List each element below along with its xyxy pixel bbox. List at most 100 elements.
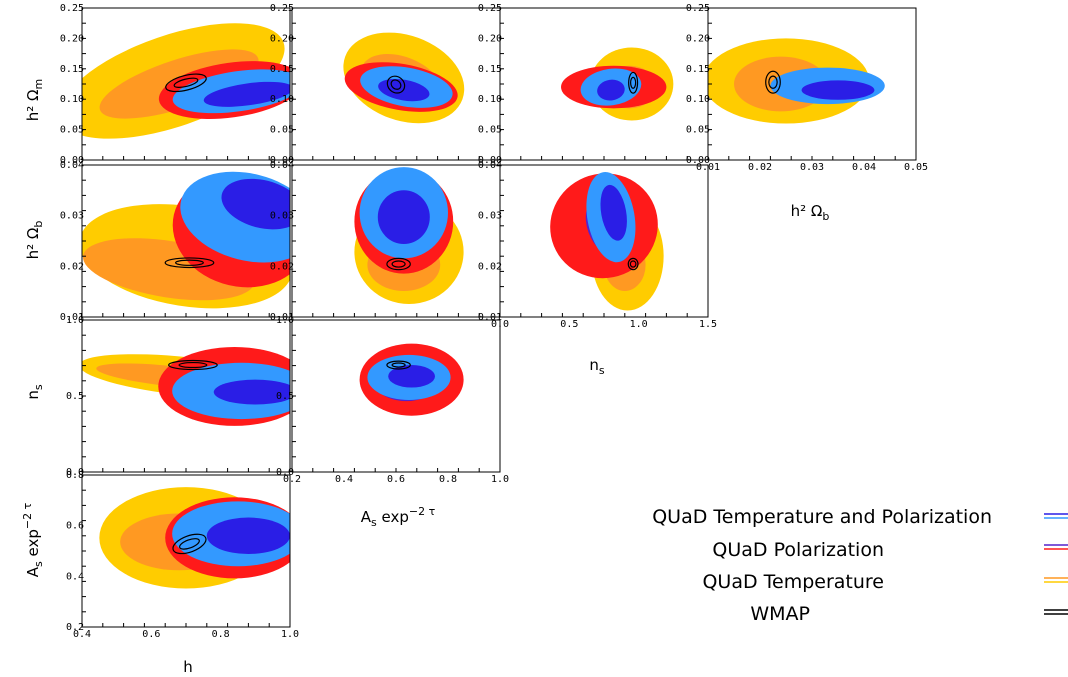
y-tick-label-ob: 0.02 (478, 261, 502, 272)
y-tick-label-As: 0.2 (66, 622, 84, 633)
y-tick-label-om: 0.10 (686, 94, 710, 105)
legend-label-t: QUaD Temperature (702, 571, 884, 593)
contour-w-inner (174, 259, 204, 266)
contour-w-inner (629, 260, 637, 268)
panel-ns-ob (499, 164, 709, 318)
panel-contours (561, 47, 674, 121)
x-tick-label-ob: 0.01 (696, 162, 720, 173)
contour-w-outer (386, 257, 411, 271)
contour-w-inner (390, 79, 402, 90)
y-tick-label-om: 0.15 (270, 64, 294, 75)
contour-tp-inner (377, 190, 430, 245)
panel-As-ob (291, 164, 501, 318)
contour-w-inner (391, 362, 406, 368)
contour-w-outer (386, 360, 411, 370)
y-tick-label-ob: 0.03 (478, 211, 502, 222)
panel-contours (82, 171, 290, 309)
contour-w-outer (165, 73, 207, 93)
x-tick-label-ob: 0.05 (904, 162, 928, 173)
y-tick-label-om: 0.25 (60, 3, 84, 14)
y-tick-label-ob: 0.01 (478, 312, 502, 323)
y-tick-label-om: 0.25 (478, 3, 502, 14)
y-tick-label-ns: 1.0 (276, 315, 294, 326)
y-tick-label-om: 0.05 (478, 125, 502, 136)
y-tick-label-As: 0.8 (66, 470, 84, 481)
y-tick-label-om: 0.00 (60, 155, 84, 166)
y-tick-label-om: 0.00 (478, 155, 502, 166)
y-tick-label-ob: 0.01 (270, 312, 294, 323)
y-tick-label-ns: 0.5 (66, 391, 84, 402)
y-tick-label-om: 0.00 (270, 155, 294, 166)
y-tick-label-ob: 0.02 (60, 261, 84, 272)
contour-w-outer (386, 75, 406, 94)
y-axis-label-omega-m: h² Ωm (24, 79, 45, 121)
x-axis-label-as: As exp−2 τ (361, 505, 436, 529)
y-tick-label-ob: 0.04 (60, 160, 84, 171)
contour-tp-inner (801, 80, 875, 100)
x-tick-label-ns: 0.5 (560, 319, 578, 330)
y-tick-label-om: 0.00 (686, 155, 710, 166)
y-tick-label-ns: 0.0 (276, 467, 294, 478)
y-tick-label-om: 0.20 (60, 33, 84, 44)
x-tick-label-As: 1.0 (491, 474, 509, 485)
contour-w-outer (172, 533, 207, 555)
contour-w-outer (168, 359, 218, 371)
contour-w-outer (628, 71, 639, 94)
panel-ob-om (707, 7, 917, 161)
legend-label-p: QUaD Polarization (712, 539, 884, 561)
x-tick-label-h: 0.8 (212, 629, 230, 640)
contour-tp-inner (597, 79, 625, 101)
y-tick-label-om: 0.25 (686, 3, 710, 14)
y-tick-label-ns: 1.0 (66, 315, 84, 326)
y-tick-label-om: 0.05 (686, 125, 710, 136)
contour-tp-inner (221, 178, 290, 230)
y-tick-label-ns: 0.5 (276, 391, 294, 402)
contour-w-outer (164, 257, 215, 269)
x-axis-label-ns: ns (589, 356, 605, 377)
panel-h-om (81, 7, 291, 161)
y-tick-label-om: 0.05 (270, 125, 294, 136)
x-tick-label-ob: 0.03 (800, 162, 824, 173)
panel-contours (708, 38, 885, 124)
y-tick-label-ns: 0.0 (66, 467, 84, 478)
y-tick-label-ob: 0.04 (478, 160, 502, 171)
y-axis-label-omega-b: h² Ωb (24, 221, 45, 260)
x-axis-label-omega-b: h² Ωb (791, 202, 830, 223)
x-tick-label-ns: 1.0 (630, 319, 648, 330)
y-tick-label-om: 0.15 (686, 64, 710, 75)
y-tick-label-om: 0.20 (270, 33, 294, 44)
y-tick-label-om: 0.10 (270, 94, 294, 105)
y-tick-label-As: 0.4 (66, 571, 84, 582)
legend-swatch-t (1044, 577, 1068, 583)
x-tick-label-h: 0.6 (142, 629, 160, 640)
x-tick-label-ns: 1.5 (699, 319, 717, 330)
panel-contours (354, 167, 464, 304)
y-axis-label-ns: ns (24, 384, 45, 400)
contour-tp-inner (206, 517, 290, 555)
y-tick-label-om: 0.05 (60, 125, 84, 136)
y-tick-label-ob: 0.01 (60, 312, 84, 323)
contour-tp-inner (388, 365, 435, 388)
y-tick-label-om: 0.15 (478, 64, 502, 75)
contour-tp-inner (203, 81, 290, 107)
contour-tp-inner (213, 379, 290, 405)
panel-contours (82, 23, 290, 139)
legend-swatch-p (1044, 544, 1068, 550)
x-tick-label-ob: 0.04 (852, 162, 876, 173)
x-tick-label-h: 0.4 (73, 629, 91, 640)
contour-w-outer (765, 70, 781, 94)
y-tick-label-ob: 0.03 (60, 211, 84, 222)
y-tick-label-As: 0.6 (66, 521, 84, 532)
x-tick-label-As: 0.8 (439, 474, 457, 485)
panel-h-As (81, 474, 291, 628)
panel-h-ns (81, 319, 291, 473)
contour-panels (81, 7, 917, 628)
panel-h-ob (81, 164, 291, 318)
contour-w-outer (627, 257, 639, 271)
x-tick-label-ob: 0.02 (748, 162, 772, 173)
y-axis-label-as: As exp−2 τ (21, 502, 45, 577)
contour-tp-inner (600, 184, 627, 241)
x-tick-label-h: 1.0 (281, 629, 299, 640)
panel-As-om (291, 7, 501, 161)
